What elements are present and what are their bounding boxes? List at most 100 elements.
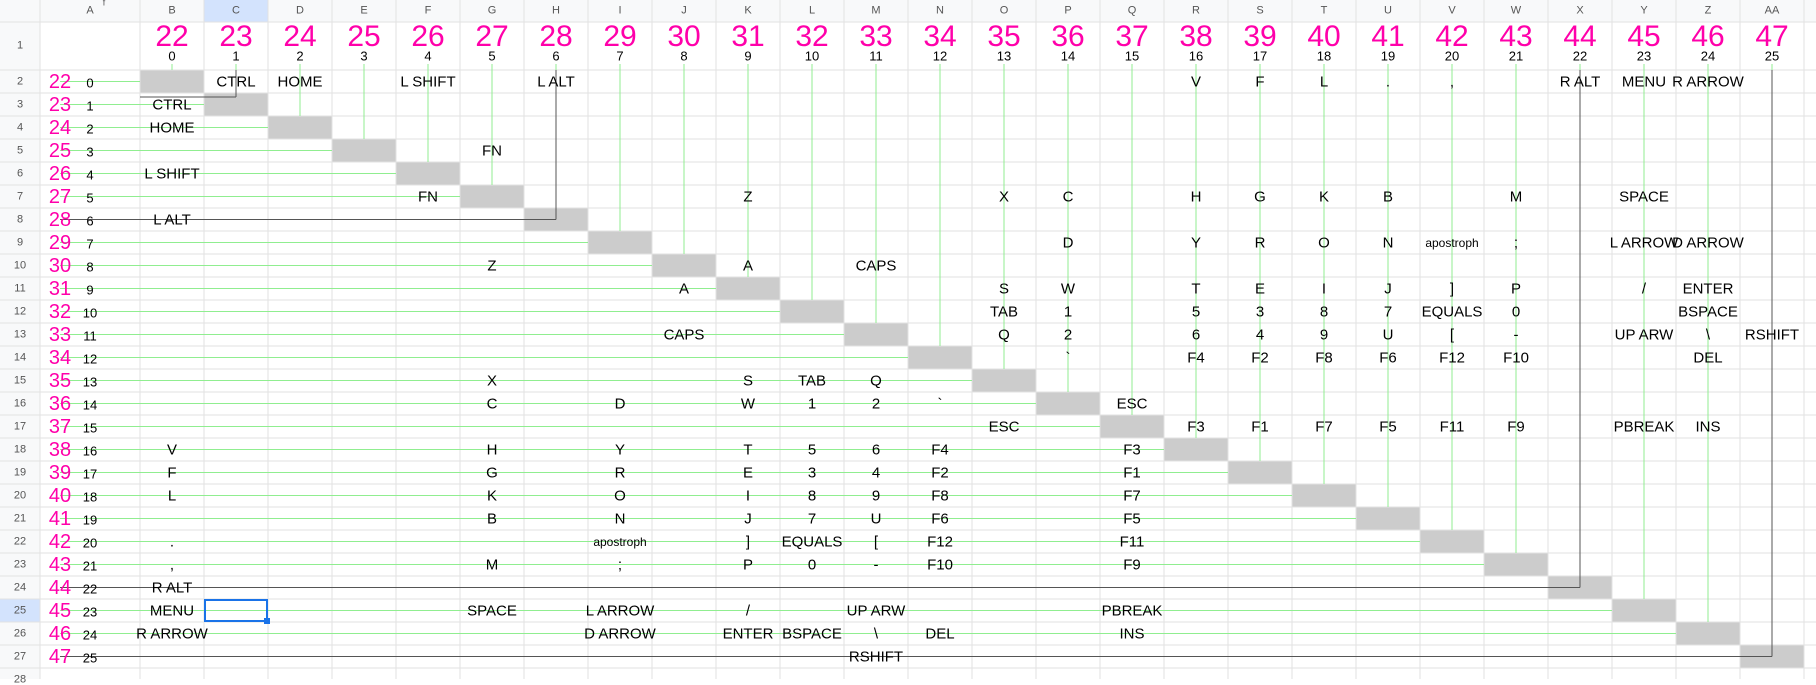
cell-value[interactable]: E [1254,280,1266,297]
row-small-number[interactable]: 20 [82,535,98,550]
cell-value[interactable]: MENU [1621,73,1667,90]
header-small-number[interactable]: 23 [1636,48,1652,64]
header-big-number[interactable]: 43 [1499,20,1533,53]
cell-value[interactable]: K [486,487,498,504]
cell-value[interactable]: 9 [1319,326,1329,343]
row-big-number[interactable]: 27 [48,185,72,208]
cell-value[interactable]: U [870,510,882,527]
cell-value[interactable]: D ARROW [1672,234,1744,251]
row-header-25[interactable]: 25 [13,604,27,616]
row-header-16[interactable]: 16 [13,397,27,409]
row-small-number[interactable]: 19 [82,512,98,527]
header-big-number[interactable]: 32 [795,20,829,53]
cell-value[interactable]: F11 [1119,533,1145,550]
header-small-number[interactable]: 12 [932,48,948,64]
row-big-number[interactable]: 33 [48,323,72,346]
header-small-number[interactable]: 15 [1124,48,1140,64]
header-small-number[interactable]: 25 [1764,48,1780,64]
header-big-number[interactable]: 46 [1691,20,1725,53]
row-header-11[interactable]: 11 [14,282,26,294]
cell-value[interactable]: PBREAK [1101,602,1163,619]
cell-value[interactable]: 2 [871,395,881,412]
header-small-number[interactable]: 5 [488,48,496,64]
header-small-number[interactable]: 8 [680,48,688,64]
header-small-number[interactable]: 20 [1444,48,1460,64]
cell-value[interactable]: \ [873,625,879,642]
row-big-number[interactable]: 23 [48,93,72,116]
cell-value[interactable]: apostroph [593,534,647,549]
header-small-number[interactable]: 18 [1316,48,1332,64]
cell-value[interactable]: R [1254,234,1266,251]
cell-value[interactable]: W [1060,280,1076,297]
column-header-f[interactable]: F [424,4,432,17]
cell-value[interactable]: SPACE [467,602,517,619]
cell-value[interactable]: UP ARW [846,602,906,619]
cell-value[interactable]: 9 [871,487,881,504]
cell-value[interactable]: F3 [1123,441,1141,458]
header-small-number[interactable]: 1 [232,48,240,64]
row-big-number[interactable]: 36 [48,392,72,415]
cell-value[interactable]: B [1382,188,1394,205]
column-header-i[interactable]: I [618,4,622,17]
header-big-number[interactable]: 42 [1435,20,1469,53]
cell-value[interactable]: D [614,395,626,412]
cell-value[interactable]: PBREAK [1613,418,1675,435]
header-small-number[interactable]: 21 [1508,48,1524,64]
cell-value[interactable]: FN [482,142,502,159]
header-big-number[interactable]: 38 [1179,20,1213,53]
cell-value[interactable]: RSHIFT [848,648,904,665]
header-big-number[interactable]: 23 [219,20,253,53]
row-header-23[interactable]: 23 [13,558,27,570]
cell-value[interactable]: 8 [1319,303,1329,320]
row-header-9[interactable]: 9 [16,236,24,248]
cell-value[interactable]: L SHIFT [400,73,456,90]
row-big-number[interactable]: 45 [48,599,72,622]
row-small-number[interactable]: 23 [82,604,98,619]
row-small-number[interactable]: 8 [86,259,94,274]
header-small-number[interactable]: 6 [552,48,560,64]
header-big-number[interactable]: 22 [155,20,189,53]
row-header-27[interactable]: 27 [13,650,27,662]
cell-value[interactable]: 7 [1383,303,1393,320]
row-big-number[interactable]: 41 [48,507,72,530]
cell-value[interactable]: W [740,395,756,412]
cell-value[interactable]: HOME [149,119,195,136]
cell-value[interactable]: A [678,280,690,297]
row-small-number[interactable]: 14 [82,397,98,412]
cell-value[interactable]: \ [1705,326,1711,343]
cell-value[interactable]: F2 [1251,349,1269,366]
header-big-number[interactable]: 30 [667,20,701,53]
cell-value[interactable]: I [1321,280,1327,297]
header-small-number[interactable]: 9 [744,48,752,64]
cell-value[interactable]: CTRL [152,96,192,113]
column-header-g[interactable]: G [487,4,497,17]
row-header-1[interactable]: 1 [16,39,24,52]
cell-value[interactable]: 6 [871,441,881,458]
cell-value[interactable]: G [486,464,498,481]
cell-value[interactable]: ENTER [1682,280,1734,297]
column-header-q[interactable]: Q [1127,4,1137,17]
column-header-b[interactable]: B [168,4,176,17]
row-small-number[interactable]: 21 [82,558,98,573]
row-small-number[interactable]: 3 [86,144,94,159]
row-small-number[interactable]: 6 [86,213,94,228]
cell-value[interactable]: B [486,510,498,527]
cell-value[interactable]: ESC [988,418,1020,435]
cell-value[interactable]: O [1318,234,1330,251]
header-big-number[interactable]: 25 [347,20,381,53]
row-small-number[interactable]: 10 [82,305,98,320]
row-big-number[interactable]: 25 [48,139,72,162]
row-big-number[interactable]: 29 [48,231,72,254]
header-big-number[interactable]: 39 [1243,20,1277,53]
column-header-t[interactable]: T [1320,4,1328,17]
cell-value[interactable]: H [1190,188,1202,205]
row-big-number[interactable]: 30 [48,254,72,277]
row-header-6[interactable]: 6 [16,167,24,179]
cell-value[interactable]: FN [418,188,438,205]
row-big-number[interactable]: 31 [48,277,72,300]
cell-value[interactable]: Q [870,372,882,389]
column-header-m[interactable]: M [871,4,881,17]
cell-value[interactable]: L [1319,73,1329,90]
header-small-number[interactable]: 2 [296,48,304,64]
